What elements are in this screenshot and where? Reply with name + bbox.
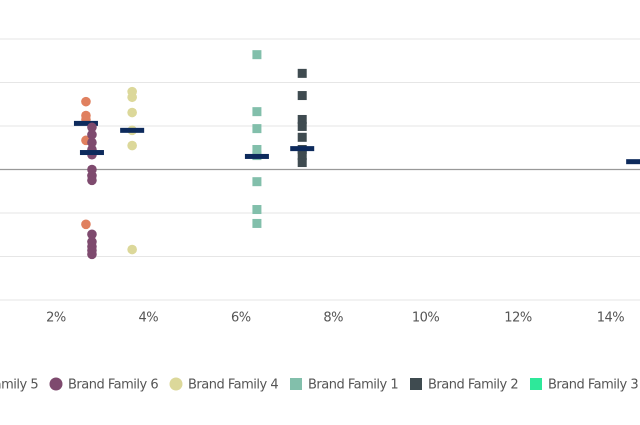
point [252, 124, 262, 134]
point [297, 132, 307, 142]
point [297, 68, 307, 78]
point [252, 144, 262, 154]
legend-label: Brand Family 6 [68, 378, 158, 393]
point [297, 121, 307, 131]
x-tick-label: 6% [231, 311, 251, 326]
x-tick-label: 2% [46, 311, 66, 326]
point [87, 122, 97, 133]
x-tick-label: 14% [597, 311, 625, 326]
mean-marker [120, 127, 145, 133]
x-tick-label: 4% [139, 311, 159, 326]
mean-marker [244, 153, 269, 159]
x-tick-label: 10% [412, 311, 440, 326]
mean-marker [73, 120, 98, 126]
point [127, 107, 137, 118]
point [297, 151, 307, 161]
point [81, 219, 91, 230]
point [252, 205, 262, 215]
point [127, 244, 137, 255]
point [252, 177, 262, 187]
mean-marker [626, 159, 640, 165]
point [87, 229, 97, 240]
point [87, 249, 97, 260]
point [297, 91, 307, 101]
legend-label: Brand Family 3 [548, 378, 638, 393]
mean-marker [79, 150, 104, 156]
x-tick-label: 12% [504, 311, 532, 326]
legend-label: Brand Family 5 [0, 378, 38, 393]
mean-marker [290, 146, 315, 152]
legend-label: Brand Family 1 [308, 378, 398, 393]
legend-marker [530, 378, 542, 390]
legend-marker [169, 377, 183, 391]
point [87, 129, 97, 140]
point [297, 158, 307, 168]
x-tick-label: 8% [323, 311, 343, 326]
point [81, 96, 91, 107]
point [127, 140, 137, 151]
legend-marker [410, 378, 422, 390]
legend-label: Brand Family 4 [188, 378, 278, 393]
legend-marker [290, 378, 302, 390]
legend-label: Brand Family 2 [428, 378, 518, 393]
point [87, 175, 97, 186]
point [297, 114, 307, 124]
point [252, 218, 262, 228]
point [252, 50, 262, 60]
legend-marker [49, 377, 63, 391]
point [127, 92, 137, 103]
point [252, 107, 262, 117]
point [87, 137, 97, 148]
